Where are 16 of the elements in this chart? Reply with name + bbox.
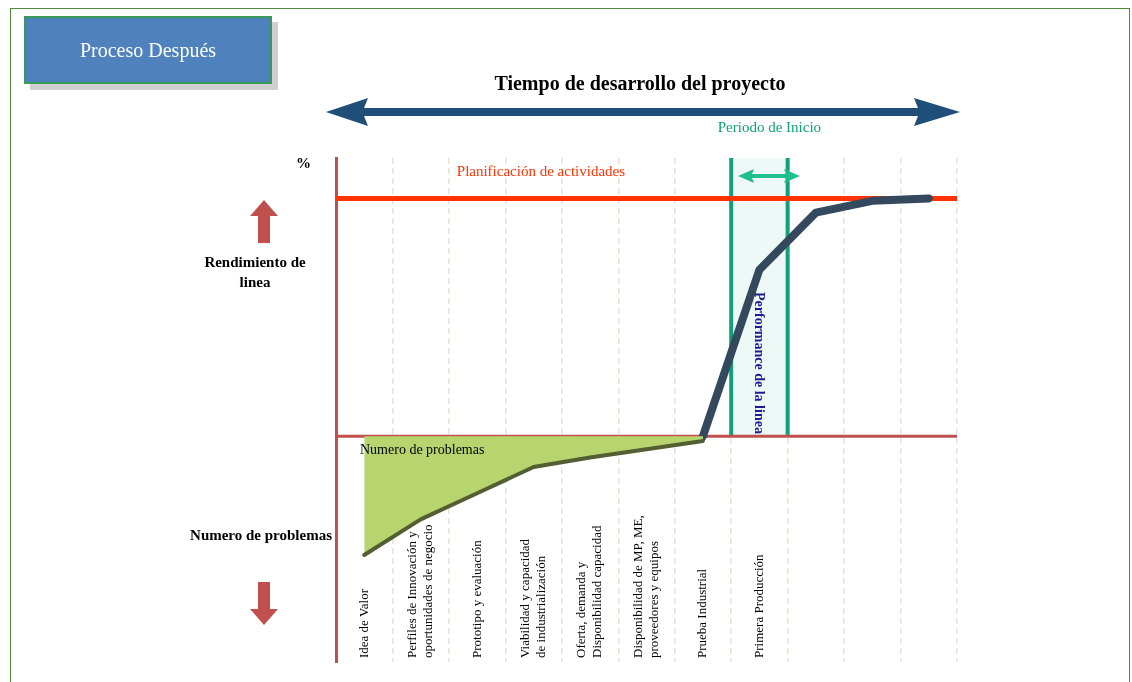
band-label: Periodo de Inicio — [717, 119, 822, 135]
chart-title: Tiempo de desarrollo del proyecto — [493, 72, 787, 95]
x-tick-label: Prueba Industrial — [694, 568, 710, 658]
text: % — [296, 155, 311, 172]
text: Proceso Después — [24, 16, 272, 84]
text: Numero de problemas — [190, 527, 332, 544]
ref-line-label: Planificación de actividades — [456, 163, 626, 180]
x-tick-label: Disponibilidad de MP, ME, proveedores y equipos — [629, 515, 661, 658]
text: Performance de la linea — [752, 291, 768, 434]
x-tick-label: Viabilidad y capacidad de industrialización — [517, 538, 549, 658]
y-axis-title: Rendimiento de linea — [203, 253, 307, 292]
x-tick-label: Perfiles de Innovación y oportunidades de negocio — [404, 524, 436, 658]
x-tick-label: Prototipo y evaluación — [468, 539, 484, 658]
x-tick-label: Idea de Valor — [355, 588, 371, 658]
x-tick-label: Oferta, demanda y Disponibilidad capacidad — [573, 525, 605, 658]
x-tick-label: Primera Producción — [750, 553, 766, 658]
